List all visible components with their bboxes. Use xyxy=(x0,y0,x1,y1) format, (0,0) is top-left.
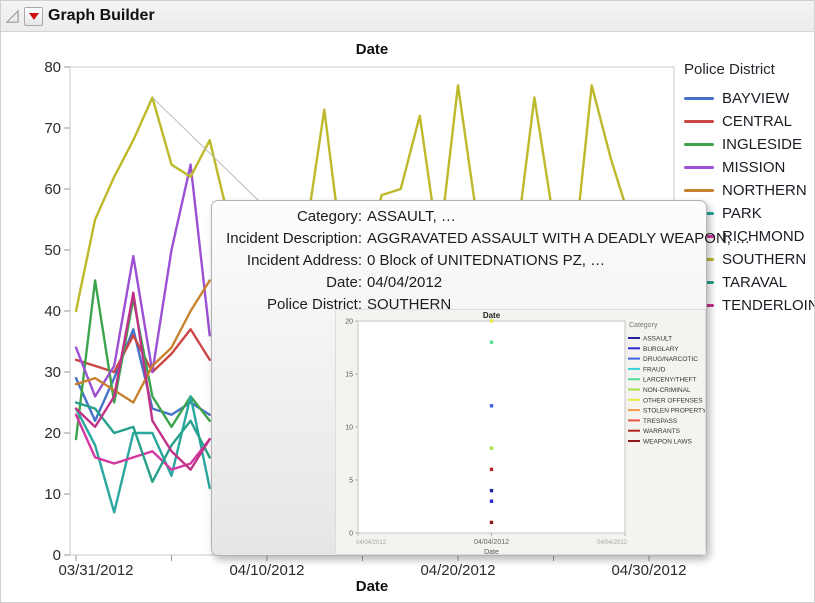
graphlet-y-tick-label: 10 xyxy=(345,425,353,432)
legend-item-BAYVIEW[interactable]: BAYVIEW xyxy=(684,87,814,110)
legend-item-MISSION[interactable]: MISSION xyxy=(684,156,814,179)
graphlet-legend-label-ASSAULT: ASSAULT xyxy=(643,336,672,343)
tooltip-row: Incident Description: AGGRAVATED ASSAULT … xyxy=(212,228,750,250)
y-tick-label: 0 xyxy=(53,547,61,564)
tooltip-connector-line xyxy=(152,97,260,202)
legend-label: NORTHERN xyxy=(722,182,807,199)
graphlet-title: Date xyxy=(483,311,501,320)
tooltip-row-value: 0 Block of UNITEDNATIONS PZ, … xyxy=(367,252,606,269)
legend-label: CENTRAL xyxy=(722,113,793,130)
graphlet-point-OTHER OFFENSES xyxy=(489,319,494,323)
x-tick-label: 03/31/2012 xyxy=(58,562,133,579)
graphlet-point-NON-CRIMINAL xyxy=(489,446,494,450)
tooltip-row-value: ASSAULT, … xyxy=(367,208,456,225)
graphlet-x-tick-label: 04/04/2012 xyxy=(356,540,387,546)
graphlet-point-ASSAULT xyxy=(489,488,494,493)
legend-label: SOUTHERN xyxy=(722,251,807,268)
y-tick-label: 50 xyxy=(44,242,61,259)
legend-label: PARK xyxy=(722,205,762,222)
legend-label: BAYVIEW xyxy=(722,90,790,107)
panel-header: Graph Builder xyxy=(1,1,814,32)
graphlet-point-WEAPON LAWS xyxy=(489,520,494,525)
graphlet-x-tick-label: 04/04/2012 xyxy=(474,539,509,546)
y-tick-label: 20 xyxy=(44,425,61,442)
tooltip-rows: Category: ASSAULT, … Incident Description:… xyxy=(212,206,750,316)
legend-label: MISSION xyxy=(722,159,786,176)
disclosure-triangle-icon[interactable] xyxy=(5,9,20,24)
graphlet-point-LARCENY/THEFT xyxy=(489,340,494,344)
tooltip-row-value: SOUTHERN xyxy=(367,296,452,313)
legend-item-CENTRAL[interactable]: CENTRAL xyxy=(684,110,814,133)
tooltip-row-label: Date: xyxy=(326,274,362,291)
hover-tooltip: Category: ASSAULT, … Incident Description:… xyxy=(211,200,750,556)
legend-item-NORTHERN[interactable]: NORTHERN xyxy=(684,179,814,202)
graphlet-legend-label-FRAUD: FRAUD xyxy=(643,366,666,373)
tooltip-row-value: 04/04/2012 xyxy=(367,274,443,291)
chart-title: Date xyxy=(355,41,389,58)
x-tick-label: 04/30/2012 xyxy=(611,562,686,579)
graphlet-legend-label-BURGLARY: BURGLARY xyxy=(643,346,679,353)
graphlet-legend-label-DRUG/NARCOTIC: DRUG/NARCOTIC xyxy=(643,356,698,363)
graphlet-x-tick-label: 04/04/2012 xyxy=(597,540,628,546)
tooltip-row: Category: ASSAULT, … xyxy=(212,206,706,228)
legend-swatch xyxy=(684,97,714,100)
tooltip-row-label: Incident Description: xyxy=(226,230,362,247)
tooltip-row-value: AGGRAVATED ASSAULT WITH A DEADLY WEAPON,… xyxy=(367,230,751,247)
panel-title: Graph Builder xyxy=(48,7,155,24)
red-triangle-icon xyxy=(28,12,39,20)
graphlet-legend-label-NON-CRIMINAL: NON-CRIMINAL xyxy=(643,387,691,394)
graphlet-legend-label-LARCENY/THEFT: LARCENY/THEFT xyxy=(643,377,696,384)
graphlet-x-axis-title: Date xyxy=(484,549,499,554)
tooltip-row-label: Category: xyxy=(296,208,362,225)
legend-label: TENDERLOIN xyxy=(722,297,815,314)
graphlet-legend-label-TRESPASS: TRESPASS xyxy=(643,418,678,425)
y-tick-label: 30 xyxy=(44,364,61,381)
series-line-NORTHERN[interactable] xyxy=(74,279,211,404)
x-axis-title: Date xyxy=(355,578,389,595)
tooltip-row: Date: 04/04/2012 xyxy=(212,272,706,294)
y-tick-label: 80 xyxy=(44,59,61,76)
series-line-INGLESIDE[interactable] xyxy=(74,279,211,441)
series-line-TENDERLOIN[interactable] xyxy=(74,291,211,471)
tooltip-row-label: Police District: xyxy=(266,296,362,313)
graphlet-legend-label-OTHER OFFENSES: OTHER OFFENSES xyxy=(643,397,703,404)
legend-label: RICHMOND xyxy=(722,228,805,245)
graphlet-point-DRUG/NARCOTIC xyxy=(489,404,494,408)
y-tick-label: 60 xyxy=(44,181,61,198)
graphlet-y-tick-label: 15 xyxy=(345,372,353,379)
tooltip-row: Police District: SOUTHERN xyxy=(212,294,706,316)
graphlet-y-tick-label: 0 xyxy=(349,531,353,538)
legend-title: Police District xyxy=(684,61,775,78)
y-tick-label: 70 xyxy=(44,120,61,137)
legend-swatch xyxy=(684,143,714,146)
graphlet-point-BURGLARY xyxy=(489,499,494,503)
legend-label: INGLESIDE xyxy=(722,136,803,153)
y-tick-label: 10 xyxy=(44,486,61,503)
series-line-PARK[interactable] xyxy=(74,395,211,514)
graphlet-legend-label-STOLEN PROPERTY: STOLEN PROPERTY xyxy=(643,408,705,415)
graphlet-y-tick-label: 20 xyxy=(345,319,353,326)
series-line-TARAVAL[interactable] xyxy=(74,401,211,483)
x-tick-label: 04/10/2012 xyxy=(229,562,304,579)
graphlet-point-WARRANTS xyxy=(489,467,494,472)
tooltip-row-label: Incident Address: xyxy=(246,252,362,269)
tooltip-graphlet-panel[interactable]: Date 0 5 10 15 20 04/04/2012 04/04/2012 04/04/20… xyxy=(335,309,707,556)
x-tick-label: 04/20/2012 xyxy=(420,562,495,579)
graphlet-legend-label-WEAPON LAWS: WEAPON LAWS xyxy=(643,439,693,446)
red-triangle-menu-button[interactable] xyxy=(24,6,43,26)
legend-swatch xyxy=(684,189,714,192)
graphlet-legend-label-WARRANTS: WARRANTS xyxy=(643,428,681,435)
legend-label: TARAVAL xyxy=(722,274,788,291)
legend-item-INGLESIDE[interactable]: INGLESIDE xyxy=(684,133,814,156)
y-tick-label: 40 xyxy=(44,303,61,320)
legend-swatch xyxy=(684,120,714,123)
tooltip-row: Incident Address: 0 Block of UNITEDNATION… xyxy=(212,250,706,272)
graphlet-y-tick-label: 5 xyxy=(349,478,353,485)
tooltip-graphlet-canvas[interactable]: Date 0 5 10 15 20 04/04/2012 04/04/2012 04/04/20… xyxy=(336,310,707,556)
series-line-MISSION[interactable] xyxy=(74,163,211,398)
graphlet-legend-title: Category xyxy=(629,322,658,329)
legend-swatch xyxy=(684,166,714,169)
